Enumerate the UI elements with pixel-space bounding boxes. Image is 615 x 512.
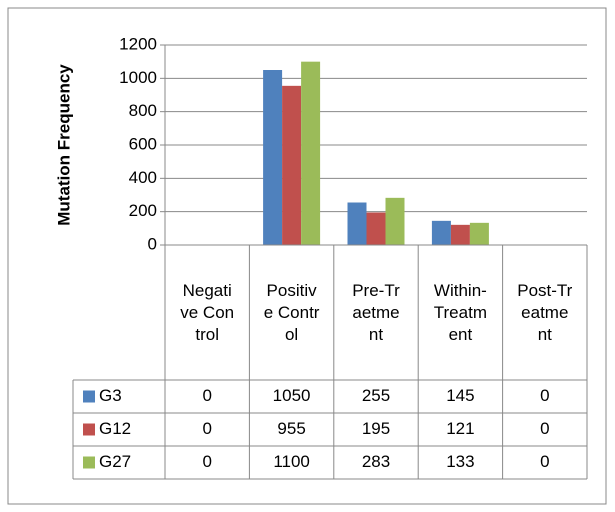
bar — [282, 85, 302, 245]
legend-swatch — [83, 390, 95, 403]
category-label: Post-Treatment — [517, 280, 573, 344]
bar — [301, 61, 321, 245]
y-tick-label: 800 — [129, 101, 157, 120]
bar — [347, 202, 367, 245]
y-tick-label: 400 — [129, 168, 157, 187]
category-label: Pre-Traetment — [352, 280, 400, 344]
table-value: 1050 — [273, 386, 311, 405]
bar — [431, 220, 451, 245]
y-axis-label: Mutation Frequency — [54, 64, 73, 226]
table-value: 0 — [540, 386, 549, 405]
table-value: 1100 — [273, 452, 310, 471]
table-value: 133 — [446, 452, 474, 471]
y-tick-label: 1200 — [119, 34, 157, 53]
table-value: 195 — [362, 419, 390, 438]
legend-label: G3 — [99, 386, 122, 405]
table-value: 0 — [202, 386, 211, 405]
table-value: 255 — [362, 386, 390, 405]
y-tick-label: 600 — [129, 134, 157, 153]
legend-label: G12 — [99, 419, 131, 438]
table-value: 0 — [202, 419, 211, 438]
category-label: Negative Control — [180, 280, 235, 344]
legend-swatch — [83, 423, 95, 436]
bar — [450, 224, 470, 245]
table-value: 283 — [362, 452, 390, 471]
category-label: Positive Control — [263, 280, 320, 344]
bar — [469, 222, 489, 245]
table-value: 0 — [540, 452, 549, 471]
table-value: 0 — [540, 419, 549, 438]
table-value: 145 — [446, 386, 474, 405]
table-value: 0 — [202, 452, 211, 471]
legend-label: G27 — [99, 452, 131, 471]
y-tick-label: 200 — [129, 201, 157, 220]
table-value: 121 — [446, 419, 474, 438]
category-label: Within-Treatment — [433, 280, 487, 344]
bar — [385, 197, 405, 245]
y-tick-label: 0 — [148, 234, 157, 253]
bar — [263, 70, 283, 245]
bar — [366, 212, 386, 245]
y-tick-label: 1000 — [119, 68, 157, 87]
legend-swatch — [83, 456, 95, 469]
table-value: 955 — [277, 419, 305, 438]
